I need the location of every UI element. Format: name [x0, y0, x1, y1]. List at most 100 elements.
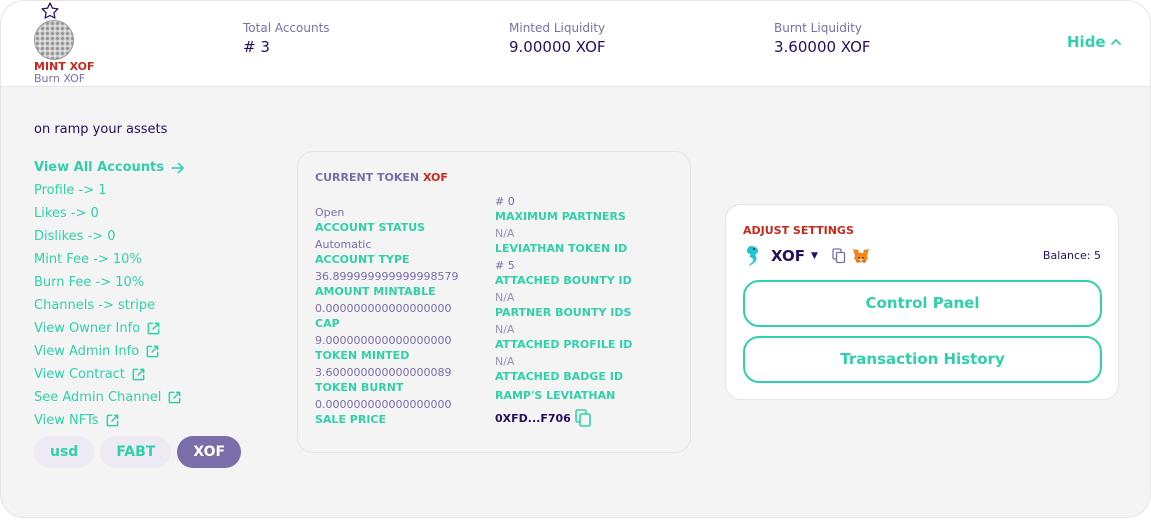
view-all-accounts-link[interactable]: View All Accounts — [34, 156, 186, 179]
currency-symbol: XOF — [771, 247, 806, 265]
field-label: TOKEN BURNT — [315, 381, 404, 394]
leviathan-address-row: 0XFD...F706 — [495, 408, 632, 428]
burn-label[interactable]: Burn XOF — [34, 72, 86, 85]
see-admin-channel-link[interactable]: See Admin Channel — [34, 386, 186, 409]
current-token-card: CURRENT TOKEN XOF Open ACCOUNT STATUS Au… — [297, 151, 691, 453]
arrow-right-icon — [171, 162, 184, 173]
field-label: CAP — [315, 317, 340, 330]
seahorse-icon — [747, 246, 758, 267]
link-label: See Admin Channel — [34, 390, 162, 405]
field-label: AMOUNT MINTABLE — [315, 285, 436, 298]
leviathan-address: 0XFD...F706 — [495, 411, 571, 425]
current-token-title: CURRENT TOKEN XOF — [315, 171, 448, 184]
balance-label: Balance: 5 — [1042, 249, 1101, 262]
external-link-icon — [147, 322, 160, 335]
sidebar-links: View All Accounts Profile -> 1 Likes -> … — [34, 156, 186, 432]
hide-button[interactable]: Hide — [1067, 33, 1122, 51]
field-label: ATTACHED BOUNTY ID — [495, 274, 632, 287]
star-icon[interactable] — [39, 1, 61, 21]
metamask-icon[interactable] — [852, 248, 870, 264]
link-label: View Admin Info — [34, 344, 140, 359]
ramp-header: MINT XOF Burn XOF Total Accounts # 3 Min… — [1, 1, 1150, 87]
field-value: N/A — [495, 323, 515, 336]
stat-label: Total Accounts — [243, 21, 330, 35]
copy-icon[interactable] — [574, 408, 592, 428]
token-avatar — [34, 20, 74, 60]
field-value: N/A — [495, 227, 515, 240]
field-label: ATTACHED PROFILE ID — [495, 338, 633, 351]
field-value: Automatic — [315, 238, 372, 251]
mint-fee-link[interactable]: Mint Fee -> 10% — [34, 248, 186, 271]
stat-burnt-liquidity: Burnt Liquidity 3.60000 XOF — [774, 21, 871, 57]
stat-minted-liquidity: Minted Liquidity 9.00000 XOF — [509, 21, 606, 57]
mint-label[interactable]: MINT XOF — [34, 60, 95, 73]
link-label: View Owner Info — [34, 321, 141, 336]
link-label: Dislikes -> 0 — [34, 229, 116, 244]
view-contract-link[interactable]: View Contract — [34, 363, 186, 386]
link-label: View Contract — [34, 367, 125, 382]
likes-link[interactable]: Likes -> 0 — [34, 202, 186, 225]
field-value: # 5 — [495, 259, 515, 272]
field-label: ATTACHED BADGE ID — [495, 370, 623, 383]
channels-link[interactable]: Channels -> stripe — [34, 294, 186, 317]
field-value: 36.899999999999998579 — [315, 270, 459, 283]
field-value: 3.600000000000000089 — [315, 366, 452, 379]
profile-link[interactable]: Profile -> 1 — [34, 179, 186, 202]
link-label: Likes -> 0 — [34, 206, 99, 221]
stat-total-accounts: Total Accounts # 3 — [243, 21, 330, 57]
chevron-up-icon — [1110, 38, 1121, 45]
stat-label: Minted Liquidity — [509, 21, 606, 35]
copy-icon[interactable] — [832, 248, 846, 264]
caret-down-icon: ▼ — [811, 251, 818, 261]
view-owner-info-link[interactable]: View Owner Info — [34, 317, 186, 340]
field-value: N/A — [495, 291, 515, 304]
stat-value: 3.60000 XOF — [774, 38, 871, 56]
transaction-history-button[interactable]: Transaction History — [743, 336, 1102, 383]
current-token-label: CURRENT TOKEN — [315, 171, 420, 184]
tab-usd[interactable]: usd — [34, 436, 95, 468]
stat-value: # 3 — [243, 38, 270, 56]
field-label: TOKEN MINTED — [315, 349, 410, 362]
control-panel-button[interactable]: Control Panel — [743, 280, 1102, 327]
external-link-icon — [146, 345, 159, 358]
token-fields-right: # 0 MAXIMUM PARTNERS N/A LEVIATHAN TOKEN… — [495, 194, 632, 428]
external-link-icon — [168, 391, 181, 404]
dislikes-link[interactable]: Dislikes -> 0 — [34, 225, 186, 248]
field-value: 0.000000000000000000 — [315, 302, 452, 315]
link-label: Channels -> stripe — [34, 298, 156, 313]
field-label: ACCOUNT TYPE — [315, 253, 410, 266]
external-link-icon — [132, 368, 145, 381]
token-fields-left: Open ACCOUNT STATUS Automatic ACCOUNT TY… — [315, 205, 458, 429]
adjust-settings-title: ADJUST SETTINGS — [743, 224, 854, 237]
field-value: N/A — [495, 355, 515, 368]
link-label: Profile -> 1 — [34, 183, 107, 198]
field-label: PARTNER BOUNTY IDS — [495, 306, 632, 319]
adjust-settings-card: ADJUST SETTINGS XOF ▼ Balance: 5 Control… — [725, 204, 1119, 400]
view-admin-info-link[interactable]: View Admin Info — [34, 340, 186, 363]
currency-selector[interactable]: XOF ▼ — [743, 244, 870, 268]
link-label: Burn Fee -> 10% — [34, 275, 145, 290]
field-label: SALE PRICE — [315, 413, 387, 426]
field-label: MAXIMUM PARTNERS — [495, 210, 626, 223]
tab-fabt[interactable]: FABT — [100, 436, 172, 468]
stat-label: Burnt Liquidity — [774, 21, 863, 35]
hide-label: Hide — [1067, 33, 1106, 51]
view-nfts-link[interactable]: View NFTs — [34, 409, 186, 432]
stat-value: 9.00000 XOF — [509, 38, 606, 56]
current-token-symbol: XOF — [422, 171, 448, 184]
tab-xof[interactable]: XOF — [177, 436, 242, 468]
currency-tabs: usd FABT XOF — [34, 436, 247, 468]
field-label: ACCOUNT STATUS — [315, 221, 426, 234]
field-value: # 0 — [495, 195, 515, 208]
field-value: 0.000000000000000000 — [315, 398, 452, 411]
field-value: 9.000000000000000000 — [315, 334, 452, 347]
field-label: LEVIATHAN TOKEN ID — [495, 242, 628, 255]
link-label: View All Accounts — [34, 160, 165, 175]
burn-fee-link[interactable]: Burn Fee -> 10% — [34, 271, 186, 294]
ramp-subtitle: on ramp your assets — [34, 122, 168, 137]
leviathan-label: RAMP'S LEVIATHAN — [495, 389, 616, 402]
link-label: View NFTs — [34, 413, 99, 428]
link-label: Mint Fee -> 10% — [34, 252, 142, 267]
external-link-icon — [106, 414, 118, 427]
